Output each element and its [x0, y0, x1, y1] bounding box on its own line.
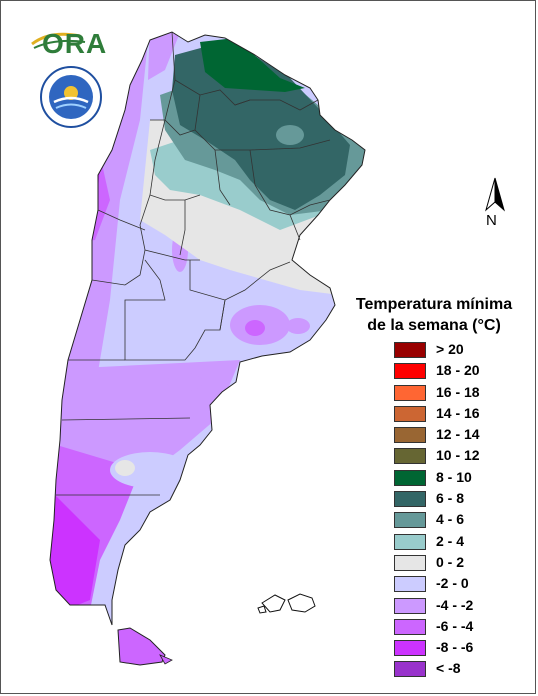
legend-label: < -8	[436, 660, 461, 677]
legend-swatch	[394, 576, 426, 593]
legend-swatch	[394, 554, 426, 571]
legend-label: 16 - 18	[436, 383, 480, 400]
legend-swatch	[394, 363, 426, 380]
legend-swatch	[394, 533, 426, 550]
legend-swatch	[394, 597, 426, 614]
legend-swatch	[394, 491, 426, 508]
legend-label: -8 - -6	[436, 639, 474, 656]
north-arrow-icon	[485, 177, 505, 212]
temperature-fill	[50, 32, 365, 625]
legend-label: -4 - -2	[436, 596, 474, 613]
legend-label: 2 - 4	[436, 532, 465, 549]
ora-logo: ORA	[30, 22, 110, 62]
legend-label: 14 - 16	[436, 404, 480, 421]
ora-logo-text: ORA	[42, 28, 108, 59]
legend-swatch	[394, 342, 426, 358]
legend-label: 4 - 6	[436, 511, 465, 528]
tierra-del-fuego	[117, 627, 173, 666]
legend-label: 6 - 8	[436, 490, 465, 507]
legend-label: 0 - 2	[436, 553, 465, 570]
north-arrow	[478, 176, 512, 230]
smn-logo	[40, 66, 102, 128]
legend-swatch	[394, 469, 426, 486]
legend-swatch	[394, 618, 426, 635]
legend-label: > 20	[436, 341, 464, 357]
legend-label: -6 - -4	[436, 617, 474, 634]
smn-seal-icon	[40, 66, 102, 128]
legend-swatch	[394, 661, 426, 678]
legend-label: 10 - 12	[436, 447, 480, 464]
malvinas-islands	[257, 593, 316, 614]
legend-swatch	[394, 448, 426, 465]
north-label: N	[486, 212, 497, 229]
legend-swatch	[394, 427, 426, 444]
province-borders	[56, 31, 331, 496]
legend-swatch	[394, 640, 426, 657]
legend-label: 18 - 20	[436, 362, 480, 379]
legend-swatch	[394, 384, 426, 401]
legend-label: -2 - 0	[436, 575, 469, 592]
legend: Temperatura mínima de la semana (°C) > 2…	[344, 294, 524, 678]
legend-title-line1: Temperatura mínima	[355, 296, 513, 313]
legend-title-line2: de la semana (°C)	[367, 317, 501, 334]
legend-swatch	[394, 512, 426, 529]
legend-swatch	[394, 405, 426, 422]
legend-label: 12 - 14	[436, 426, 480, 443]
ora-swoosh-icon	[31, 32, 86, 49]
legend-label: 8 - 10	[436, 468, 472, 485]
